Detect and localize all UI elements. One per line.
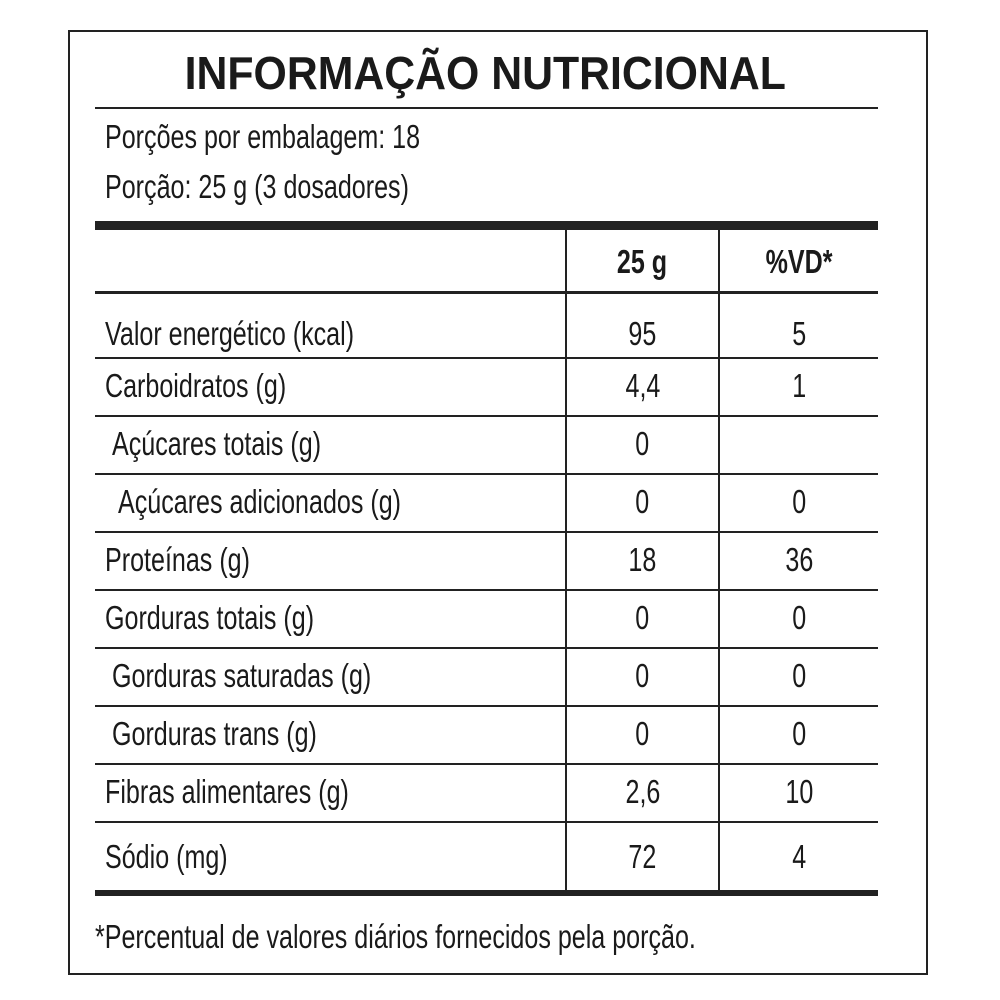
thick-divider-bottom: [95, 890, 878, 896]
nutrient-label: Açúcares totais (g): [112, 425, 322, 462]
nutrient-daily-value: 0: [792, 715, 806, 752]
row-divider: [95, 531, 878, 533]
nutrient-amount: 0: [635, 715, 650, 752]
nutrient-label: Fibras alimentares (g): [105, 773, 349, 810]
nutrient-amount: 72: [628, 837, 657, 875]
nutrient-amount: 18: [628, 541, 657, 578]
row-divider: [95, 647, 878, 649]
nutrient-label: Carboidratos (g): [105, 367, 287, 404]
nutrient-daily-value: 5: [792, 315, 806, 352]
servings-per-package: Porções por embalagem: 18: [105, 118, 421, 155]
nutrient-amount: 95: [628, 315, 657, 352]
column-header-dv: %VD*: [765, 243, 833, 280]
nutrition-label-frame: [68, 30, 928, 975]
row-divider: [95, 589, 878, 591]
nutrient-daily-value: 36: [785, 541, 813, 578]
nutrient-daily-value: 4: [792, 837, 806, 875]
column-divider-1: [565, 229, 567, 893]
nutrient-label: Proteínas (g): [105, 541, 250, 578]
label-title: INFORMAÇÃO NUTRICIONAL: [184, 47, 786, 99]
nutrient-label: Valor energético (kcal): [105, 315, 355, 352]
nutrient-label: Gorduras totais (g): [105, 599, 315, 636]
nutrient-daily-value: 1: [792, 367, 806, 404]
row-divider: [95, 705, 878, 707]
footnote: *Percentual de valores diários fornecido…: [95, 918, 696, 955]
row-divider: [95, 763, 878, 765]
row-divider: [95, 415, 878, 417]
nutrient-daily-value: 0: [792, 599, 806, 636]
nutrient-daily-value: 10: [785, 773, 813, 810]
row-divider: [95, 291, 878, 294]
nutrient-amount: 0: [635, 657, 650, 694]
nutrient-amount: 4,4: [625, 367, 660, 404]
row-divider: [95, 357, 878, 359]
row-divider: [95, 473, 878, 475]
nutrient-label: Gorduras trans (g): [112, 715, 317, 752]
thick-divider-top: [95, 221, 878, 230]
nutrient-daily-value: [720, 425, 878, 463]
nutrient-label: Sódio (mg): [105, 837, 228, 875]
column-divider-2: [718, 229, 720, 893]
column-header-amount: 25 g: [617, 243, 668, 280]
nutrient-label: Açúcares adicionados (g): [118, 483, 402, 520]
nutrient-daily-value: 0: [792, 483, 806, 520]
nutrient-amount: 0: [635, 599, 650, 636]
row-divider: [95, 821, 878, 823]
nutrient-amount: 2,6: [625, 773, 660, 810]
serving-size: Porção: 25 g (3 dosadores): [105, 168, 409, 205]
nutrient-daily-value: 0: [792, 657, 806, 694]
title-divider: [95, 107, 878, 109]
nutrient-amount: 0: [635, 483, 650, 520]
nutrient-amount: 0: [635, 425, 650, 462]
nutrient-label: Gorduras saturadas (g): [112, 657, 372, 694]
